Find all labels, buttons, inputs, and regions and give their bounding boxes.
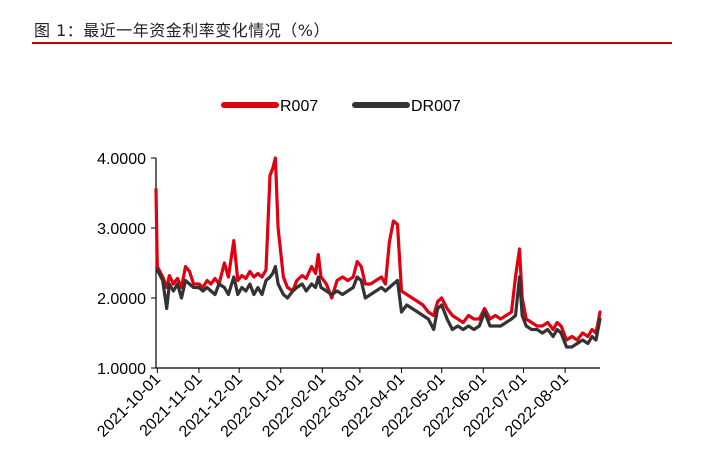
legend-label-r007: R007 xyxy=(280,98,318,115)
y-tick-label: 4.0000 xyxy=(97,151,146,168)
series-line-dr007 xyxy=(155,264,602,349)
chart-axes: 1.00002.00003.00004.00002021-10-012021-1… xyxy=(94,151,600,441)
legend-label-dr007: DR007 xyxy=(411,98,461,115)
y-tick-label: 2.0000 xyxy=(97,291,146,308)
series-layer xyxy=(154,156,602,349)
title-divider xyxy=(32,42,672,44)
y-tick-label: 3.0000 xyxy=(97,221,146,238)
series-line-r007 xyxy=(154,156,602,342)
chart-title: 图 1：最近一年资金利率变化情况（%） xyxy=(34,21,330,40)
y-tick-label: 1.0000 xyxy=(97,361,146,378)
chart-legend: R007 DR007 xyxy=(221,98,461,115)
